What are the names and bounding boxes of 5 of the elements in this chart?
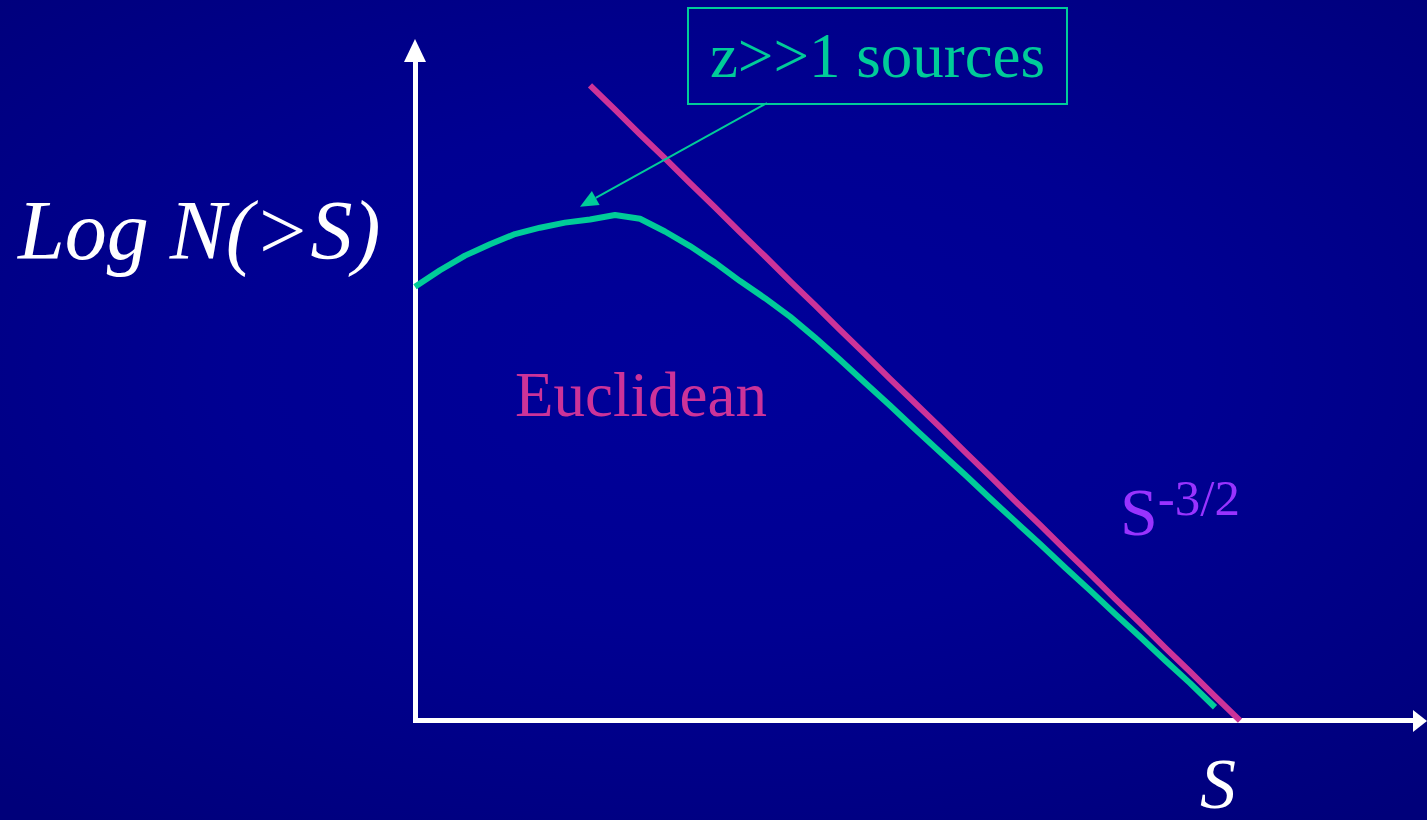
annotation: S$^{-3/2}$ bbox=[1120, 469, 1240, 550]
x-axis-title: S bbox=[1200, 744, 1236, 820]
y-axis-title: Log N(>S) bbox=[18, 184, 381, 277]
series-label: Euclidean bbox=[515, 360, 767, 430]
annotation: z>>1 sources bbox=[709, 20, 1046, 91]
